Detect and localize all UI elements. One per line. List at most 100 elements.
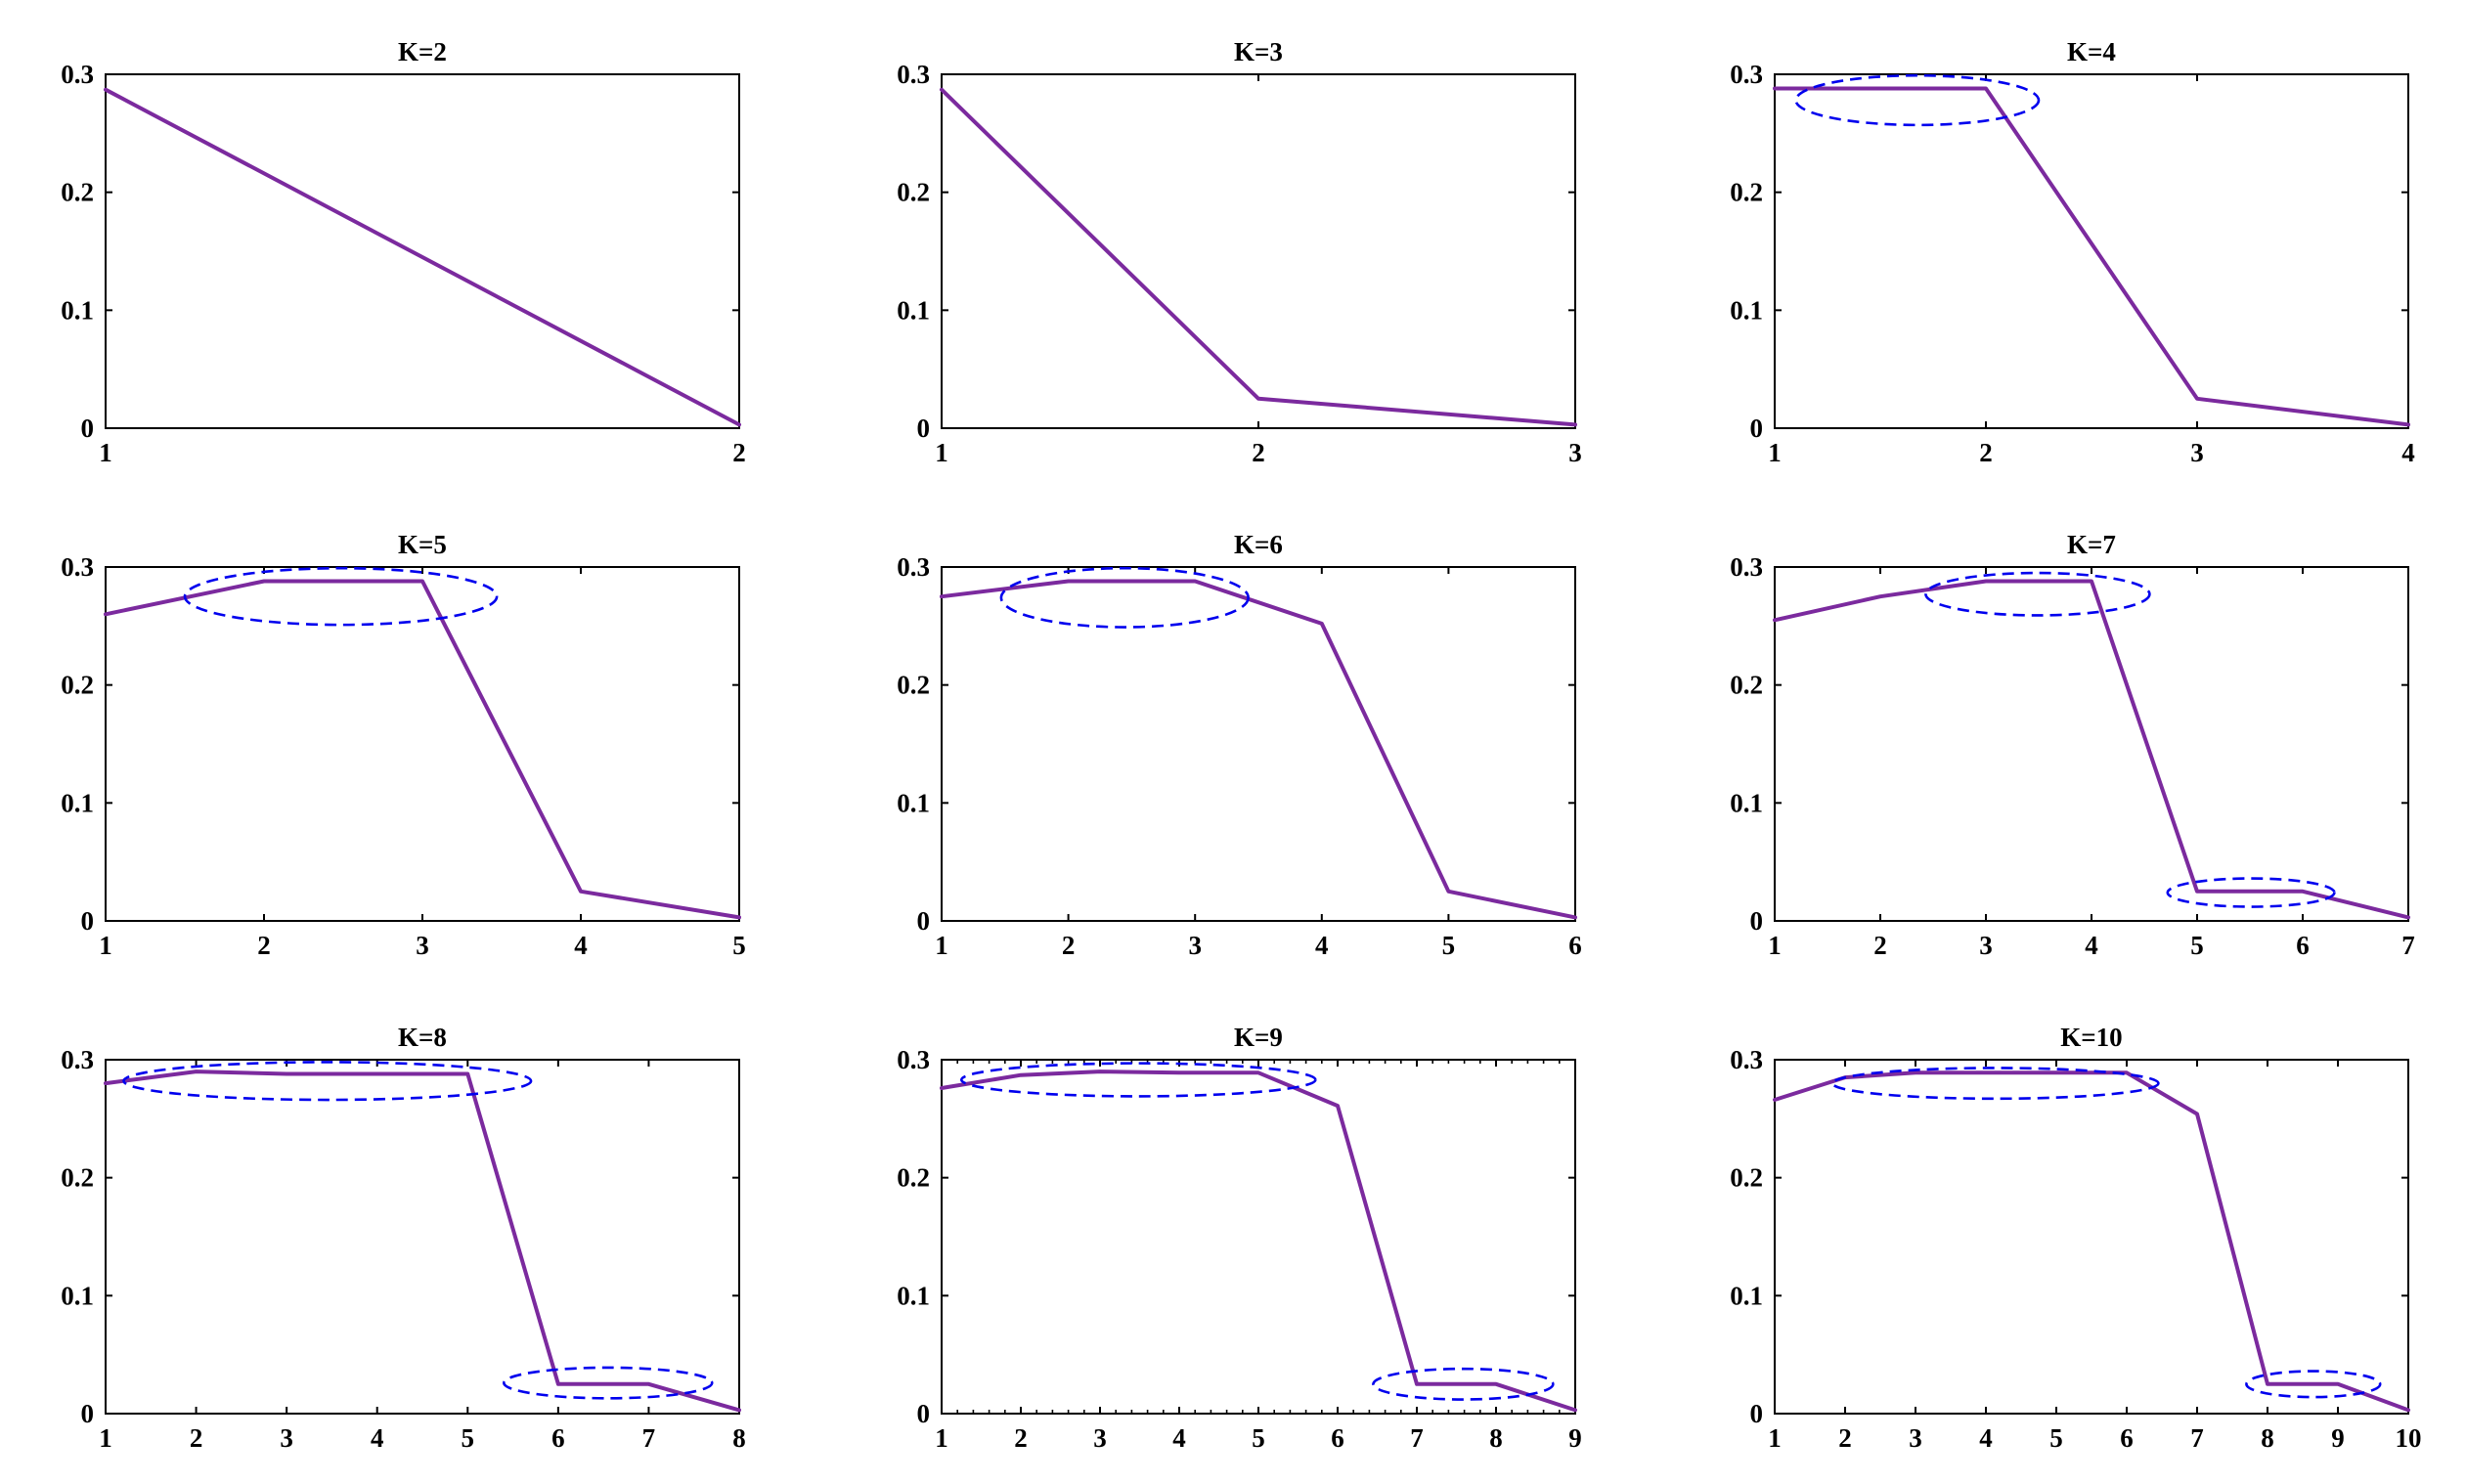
x-tick-label: 4 bbox=[2401, 438, 2415, 467]
axes-box bbox=[105, 566, 740, 922]
axes-box bbox=[941, 1059, 1576, 1415]
subplot-k-7: K=7 0 0.1 0.2 0.3 1 2 3 4 5 6 7 bbox=[1730, 530, 2415, 960]
x-tick-label: 6 bbox=[1568, 931, 1582, 960]
x-tick-label: 3 bbox=[280, 1423, 293, 1453]
x-tick-label: 1 bbox=[99, 931, 112, 960]
x-tick-label: 7 bbox=[1410, 1423, 1424, 1453]
subplot-k-9: K=9 0 0.1 0.2 0.3 1 2 3 4 5 6 7 8 9 bbox=[897, 1023, 1582, 1453]
x-tick-label: 4 bbox=[1172, 1423, 1186, 1453]
series-line bbox=[104, 87, 741, 427]
y-tick-label: 0 bbox=[81, 1399, 95, 1428]
subplot-k-8: K=8 0 0.1 0.2 0.3 1 2 3 4 5 6 7 8 bbox=[61, 1023, 746, 1453]
x-tick-label: 7 bbox=[642, 1423, 656, 1453]
x-tick-label: 5 bbox=[732, 931, 746, 960]
subplot-title: K=7 bbox=[2067, 530, 2116, 559]
y-tick-label: 0.2 bbox=[897, 1163, 930, 1193]
x-tick-label: 3 bbox=[1093, 1423, 1107, 1453]
x-tick-label: 2 bbox=[257, 931, 271, 960]
y-tick-label: 0.1 bbox=[897, 1281, 930, 1310]
highlight-ellipse bbox=[1924, 571, 2151, 617]
y-tick-label: 0 bbox=[917, 1399, 931, 1428]
y-tick-label: 0.2 bbox=[897, 671, 930, 700]
y-tick-label: 0.2 bbox=[1730, 178, 1763, 207]
y-tick-label: 0.3 bbox=[1730, 1045, 1763, 1074]
x-tick-label: 1 bbox=[1768, 1423, 1782, 1453]
series-line bbox=[104, 579, 741, 920]
highlight-ellipse bbox=[122, 1061, 533, 1102]
y-tick-label: 0 bbox=[81, 906, 95, 936]
subplot-title: K=6 bbox=[1234, 530, 1283, 559]
y-tick-label: 0.3 bbox=[897, 1045, 930, 1074]
subplot-title: K=3 bbox=[1234, 37, 1283, 66]
axes-box bbox=[1774, 566, 2409, 922]
subplot-title: K=10 bbox=[2060, 1023, 2122, 1052]
subplot-title: K=2 bbox=[398, 37, 447, 66]
y-tick-label: 0.1 bbox=[61, 788, 94, 817]
highlight-ellipse bbox=[183, 566, 499, 627]
x-tick-label: 9 bbox=[1568, 1423, 1582, 1453]
x-tick-label: 4 bbox=[1315, 931, 1329, 960]
y-tick-label: 0.2 bbox=[61, 178, 94, 207]
subplot-k-5: K=5 0 0.1 0.2 0.3 1 2 3 4 5 bbox=[61, 530, 746, 960]
highlight-ellipse bbox=[503, 1366, 714, 1400]
x-tick-label: 6 bbox=[551, 1423, 565, 1453]
y-tick-label: 0 bbox=[917, 906, 931, 936]
highlight-ellipse bbox=[959, 1062, 1317, 1098]
x-tick-label: 1 bbox=[935, 1423, 948, 1453]
y-tick-label: 0.2 bbox=[1730, 1163, 1763, 1193]
y-tick-label: 0 bbox=[1750, 414, 1764, 443]
highlight-ellipse bbox=[999, 566, 1250, 629]
subplot-k-2: K=2 0 0.1 0.2 0.3 1 2 bbox=[61, 37, 746, 467]
subplot-title: K=4 bbox=[2067, 37, 2116, 66]
x-tick-label: 1 bbox=[1768, 931, 1782, 960]
series-line bbox=[940, 1069, 1577, 1413]
subplot-title: K=9 bbox=[1234, 1023, 1283, 1052]
x-tick-label: 2 bbox=[1014, 1423, 1028, 1453]
x-tick-label: 3 bbox=[2190, 438, 2204, 467]
x-tick-label: 6 bbox=[2296, 931, 2310, 960]
series-line bbox=[940, 87, 1577, 427]
y-tick-label: 0 bbox=[1750, 906, 1764, 936]
subplot-k-6: K=6 0 0.1 0.2 0.3 1 2 3 4 5 6 bbox=[897, 530, 1582, 960]
series-line bbox=[1773, 1070, 2410, 1413]
y-tick-label: 0.3 bbox=[61, 60, 94, 89]
x-tick-label: 6 bbox=[2120, 1423, 2134, 1453]
x-tick-label: 2 bbox=[1979, 438, 1993, 467]
series-line bbox=[940, 579, 1577, 920]
y-tick-label: 0.3 bbox=[1730, 552, 1763, 582]
x-tick-label: 5 bbox=[462, 1423, 475, 1453]
axes-box bbox=[1774, 1059, 2409, 1415]
y-tick-label: 0.1 bbox=[897, 295, 930, 325]
highlight-ellipse bbox=[1830, 1067, 2160, 1101]
x-tick-label: 3 bbox=[1979, 931, 1993, 960]
axes-box bbox=[105, 1059, 740, 1415]
x-tick-label: 4 bbox=[2085, 931, 2098, 960]
y-tick-label: 0 bbox=[917, 414, 931, 443]
x-tick-label: 8 bbox=[1489, 1423, 1503, 1453]
x-tick-label: 6 bbox=[1331, 1423, 1344, 1453]
x-tick-label: 2 bbox=[1252, 438, 1265, 467]
x-tick-label: 7 bbox=[2401, 931, 2415, 960]
subplot-k-10: K=10 0 0.1 0.2 0.3 1 2 3 4 5 6 7 8 9 10 bbox=[1730, 1023, 2421, 1453]
axes-box bbox=[1774, 73, 2409, 429]
y-tick-label: 0.3 bbox=[897, 60, 930, 89]
y-tick-label: 0.1 bbox=[61, 1281, 94, 1310]
highlight-ellipse bbox=[1794, 73, 2041, 127]
y-tick-label: 0.2 bbox=[897, 178, 930, 207]
x-tick-label: 5 bbox=[1252, 1423, 1265, 1453]
x-tick-label: 2 bbox=[1062, 931, 1076, 960]
series-line bbox=[1773, 579, 2410, 920]
y-tick-label: 0.2 bbox=[61, 671, 94, 700]
x-tick-label: 3 bbox=[1909, 1423, 1922, 1453]
y-tick-label: 0 bbox=[1750, 1399, 1764, 1428]
x-tick-label: 1 bbox=[1768, 438, 1782, 467]
x-tick-label: 3 bbox=[1188, 931, 1202, 960]
y-tick-label: 0.3 bbox=[1730, 60, 1763, 89]
x-tick-label: 1 bbox=[99, 438, 112, 467]
x-tick-label: 1 bbox=[935, 931, 948, 960]
x-tick-label: 1 bbox=[99, 1423, 112, 1453]
x-tick-label: 3 bbox=[1568, 438, 1582, 467]
y-tick-label: 0.1 bbox=[897, 788, 930, 817]
x-tick-label: 3 bbox=[416, 931, 429, 960]
